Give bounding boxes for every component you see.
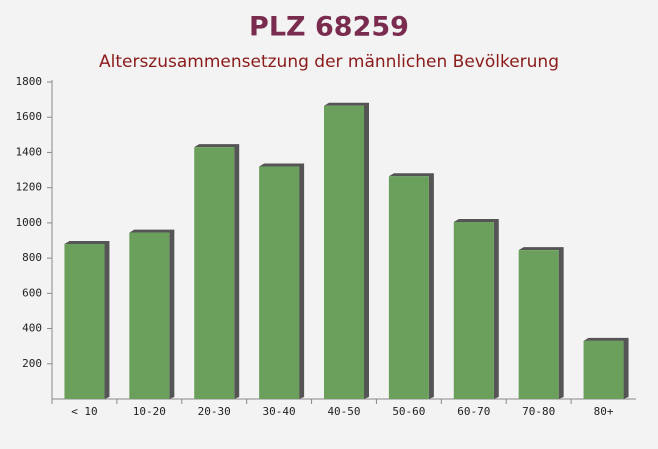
chart-title: PLZ 68259 [249,12,409,43]
bar [64,244,105,399]
x-tick-label: < 10 [71,405,98,418]
bar [324,105,364,400]
x-tick-label: 70-80 [522,405,555,418]
bar [518,250,559,399]
chart-subtitle: Alterszusammensetzung der männlichen Bev… [99,52,559,72]
bar [194,147,235,399]
bar [583,340,624,399]
y-tick-label: 1800 [16,75,43,88]
x-tick-label: 60-70 [457,405,490,418]
bar [259,166,300,399]
x-tick-label: 30-40 [263,405,296,418]
bar [129,232,170,399]
bar [388,176,429,399]
x-tick-label: 50-60 [392,405,425,418]
x-tick-label: 10-20 [133,405,166,418]
y-tick-label: 400 [22,322,42,335]
bar [453,222,494,399]
bar-shadow [453,219,499,399]
y-tick-label: 600 [22,286,42,299]
y-tick-label: 1400 [16,145,43,158]
y-tick-label: 200 [22,357,42,370]
x-tick-label: 20-30 [198,405,231,418]
bar-shadow [64,241,110,399]
bar-shadow [518,247,564,399]
y-tick-label: 1600 [16,110,43,123]
x-tick-label: 40-50 [327,405,360,418]
y-tick-label: 1200 [16,181,43,194]
bar-shadow [583,337,629,399]
x-tick-label: 80+ [594,405,614,418]
bar-shadow [194,144,240,399]
bar-shadow [324,102,369,400]
bar-shadow [259,163,305,399]
y-tick-label: 800 [22,251,42,264]
bar-shadow [129,229,175,399]
y-tick-label: 1000 [16,216,43,229]
bar-shadow [388,173,434,399]
